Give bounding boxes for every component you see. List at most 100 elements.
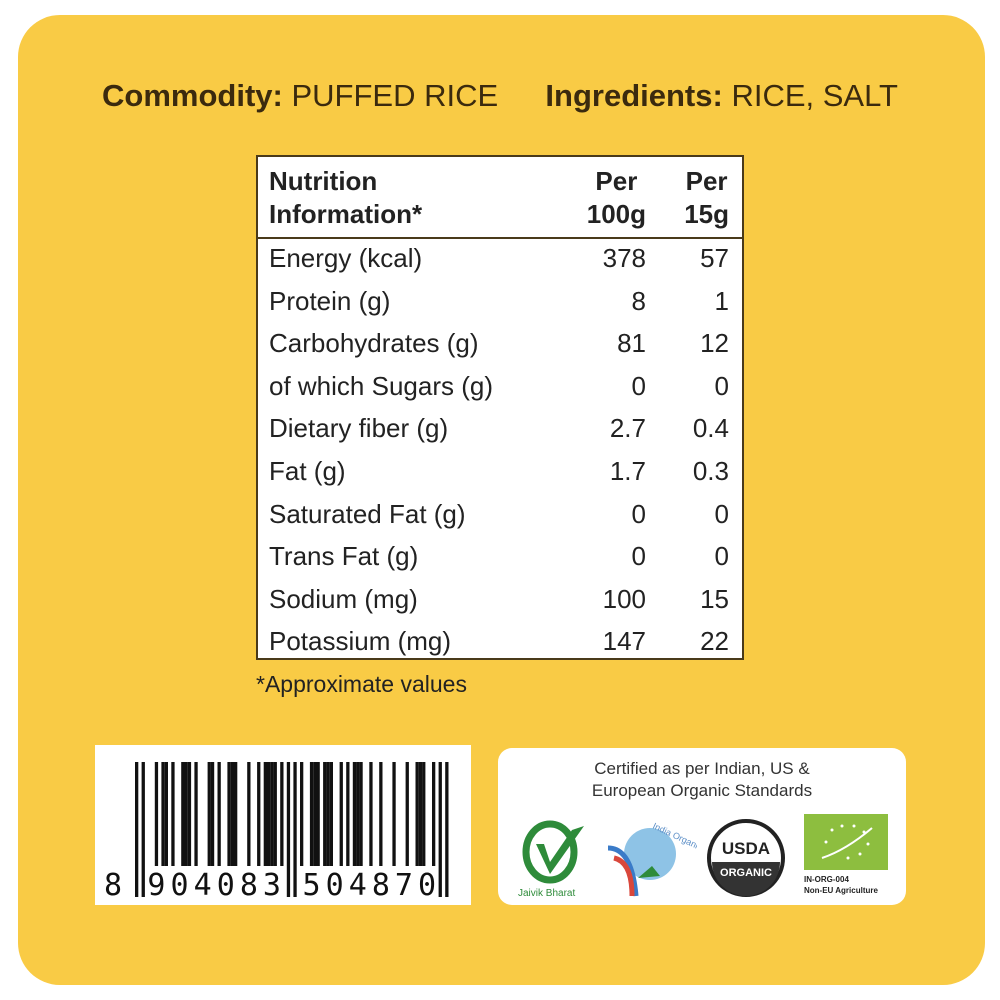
nutrient-name: Energy (kcal) bbox=[269, 243, 423, 273]
table-row: Trans Fat (g) 0 0 bbox=[258, 535, 742, 578]
barcode-bar bbox=[369, 762, 373, 866]
table-row: Saturated Fat (g) 0 0 bbox=[258, 493, 742, 536]
table-row: Potassium (mg) 147 22 bbox=[258, 620, 742, 663]
barcode-bar bbox=[438, 762, 442, 897]
barcode-digit: 4 bbox=[349, 868, 367, 903]
eu-organic-logo: IN-ORG-004 Non-EU Agriculture bbox=[804, 814, 888, 895]
barcode-bar bbox=[181, 762, 185, 866]
barcode-bar bbox=[339, 762, 343, 866]
certification-box: Certified as per Indian, US & European O… bbox=[498, 748, 906, 905]
barcode-bar bbox=[154, 762, 159, 866]
value-per-100g: 100 bbox=[602, 583, 646, 614]
barcode-bar bbox=[210, 762, 215, 866]
value-per-100g: 2.7 bbox=[609, 413, 646, 444]
barcode-bar bbox=[164, 762, 168, 866]
barcode-bar bbox=[445, 762, 449, 897]
barcode-digit: 7 bbox=[395, 868, 413, 903]
barcode-digit: 0 bbox=[326, 868, 344, 903]
barcode-digit: 8 bbox=[104, 868, 122, 903]
value-per-15g: 0.3 bbox=[692, 456, 729, 486]
india-organic-logo: India Organic bbox=[607, 821, 697, 897]
nutrient-name: Potassium (mg) bbox=[269, 626, 452, 657]
barcode-bar bbox=[422, 762, 426, 866]
nutrient-name: Saturated Fat (g) bbox=[269, 498, 466, 529]
svg-text:Non-EU Agriculture: Non-EU Agriculture bbox=[804, 886, 878, 895]
usda-organic-logo: USDA ORGANIC bbox=[707, 819, 785, 897]
barcode-bar bbox=[234, 762, 238, 866]
barcode-bar bbox=[286, 762, 291, 897]
table-row: Sodium (mg) 100 15 bbox=[258, 578, 742, 621]
value-per-100g: 0 bbox=[631, 498, 646, 529]
table-header: Nutrition Information* Per 100g Per 15g bbox=[258, 157, 742, 239]
value-per-15g: 0 bbox=[714, 370, 729, 401]
value-per-100g: 8 bbox=[631, 285, 646, 316]
ingredients-label: Ingredients: bbox=[545, 78, 723, 113]
barcode-bar bbox=[300, 762, 304, 866]
value-per-15g: 15 bbox=[700, 583, 729, 614]
svg-text:IN-ORG-004: IN-ORG-004 bbox=[804, 875, 849, 884]
nutrition-table: Nutrition Information* Per 100g Per 15g … bbox=[256, 155, 744, 660]
commodity-value: PUFFED RICE bbox=[291, 78, 499, 113]
barcode-bar bbox=[230, 762, 234, 866]
footnote: *Approximate values bbox=[256, 671, 467, 697]
barcode-bar bbox=[270, 762, 274, 866]
barcode-bar bbox=[263, 762, 267, 866]
value-per-100g: 0 bbox=[631, 370, 646, 401]
barcode-digit: 8 bbox=[240, 868, 258, 903]
barcode-bar bbox=[316, 762, 320, 866]
commodity-label: Commodity: bbox=[102, 78, 283, 113]
barcode-bar bbox=[359, 762, 363, 866]
header-per100: Per 100g bbox=[586, 166, 646, 229]
value-per-15g: 1 bbox=[714, 285, 729, 316]
barcode-bar bbox=[356, 762, 360, 866]
nutrient-name: Fat (g) bbox=[269, 456, 346, 486]
value-per-15g: 57 bbox=[700, 243, 729, 273]
barcode-bar bbox=[227, 762, 231, 866]
nutrient-name: Protein (g) bbox=[269, 285, 391, 316]
barcode-bar bbox=[379, 762, 383, 866]
barcode-bar bbox=[329, 762, 333, 866]
value-per-100g: 1.7 bbox=[609, 456, 646, 486]
barcode-bar bbox=[280, 762, 284, 866]
barcode-bar bbox=[194, 762, 198, 866]
value-per-15g: 12 bbox=[700, 328, 729, 359]
ingredients-value: RICE, SALT bbox=[731, 78, 898, 113]
svg-text:USDA: USDA bbox=[722, 839, 770, 858]
barcode-digit: 3 bbox=[263, 868, 281, 903]
barcode-bar bbox=[207, 762, 211, 866]
barcode-bar bbox=[293, 762, 297, 897]
barcode-bar bbox=[267, 762, 271, 866]
header-nutrition: Nutrition Information* bbox=[269, 166, 423, 229]
barcode-bar bbox=[313, 762, 317, 866]
barcode-digit: 0 bbox=[171, 868, 189, 903]
barcode-bar bbox=[346, 762, 350, 866]
barcode-bar bbox=[247, 762, 251, 866]
nutrient-name: of which Sugars (g) bbox=[269, 370, 493, 401]
barcode-digit: 9 bbox=[147, 868, 165, 903]
barcode-bar bbox=[161, 762, 165, 866]
value-per-15g: 0 bbox=[714, 541, 729, 572]
barcode-bar bbox=[184, 762, 188, 866]
nutrient-name: Trans Fat (g) bbox=[269, 541, 419, 572]
barcode-bar bbox=[217, 762, 221, 866]
barcode-bar bbox=[418, 762, 423, 866]
svg-text:Jaivik Bharat: Jaivik Bharat bbox=[518, 888, 575, 899]
cert-line-2: European Organic Standards bbox=[591, 781, 813, 800]
table-row: Dietary fiber (g) 2.7 0.4 bbox=[258, 407, 742, 450]
barcode-digit: 0 bbox=[418, 868, 436, 903]
barcode-bar bbox=[257, 762, 261, 866]
barcode-bar bbox=[135, 762, 139, 897]
table-row: Energy (kcal) 378 57 bbox=[258, 237, 742, 280]
nutrient-name: Dietary fiber (g) bbox=[269, 413, 449, 444]
barcode-digit: 0 bbox=[217, 868, 235, 903]
barcode-bar bbox=[323, 762, 327, 866]
barcode-digit: 4 bbox=[194, 868, 212, 903]
barcode-bar bbox=[141, 762, 145, 897]
svg-text:ORGANIC: ORGANIC bbox=[720, 867, 772, 879]
value-per-15g: 0.4 bbox=[692, 413, 729, 444]
barcode-digit: 5 bbox=[303, 868, 321, 903]
barcode-bar bbox=[415, 762, 419, 866]
table-row: Protein (g) 8 1 bbox=[258, 280, 742, 323]
cert-line-1: Certified as per Indian, US & bbox=[594, 759, 810, 778]
